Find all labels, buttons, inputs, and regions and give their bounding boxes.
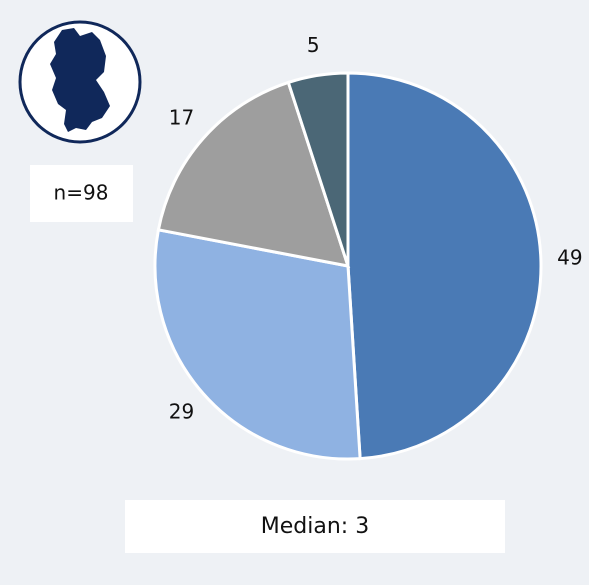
pie-slice [346,71,543,461]
pie-slice [156,80,351,268]
pie-slice [153,228,362,461]
value-label: 49 [557,246,582,270]
germany-icon [18,20,142,144]
value-label: 5 [307,33,320,57]
germany-shape [50,28,110,132]
median-box [125,500,505,553]
n-box [30,165,133,222]
median-label: Median: 3 [261,514,369,539]
value-label: 17 [169,106,194,130]
pie-slice [286,71,350,267]
value-label: 29 [169,399,194,423]
n-label: n=98 [54,181,109,205]
